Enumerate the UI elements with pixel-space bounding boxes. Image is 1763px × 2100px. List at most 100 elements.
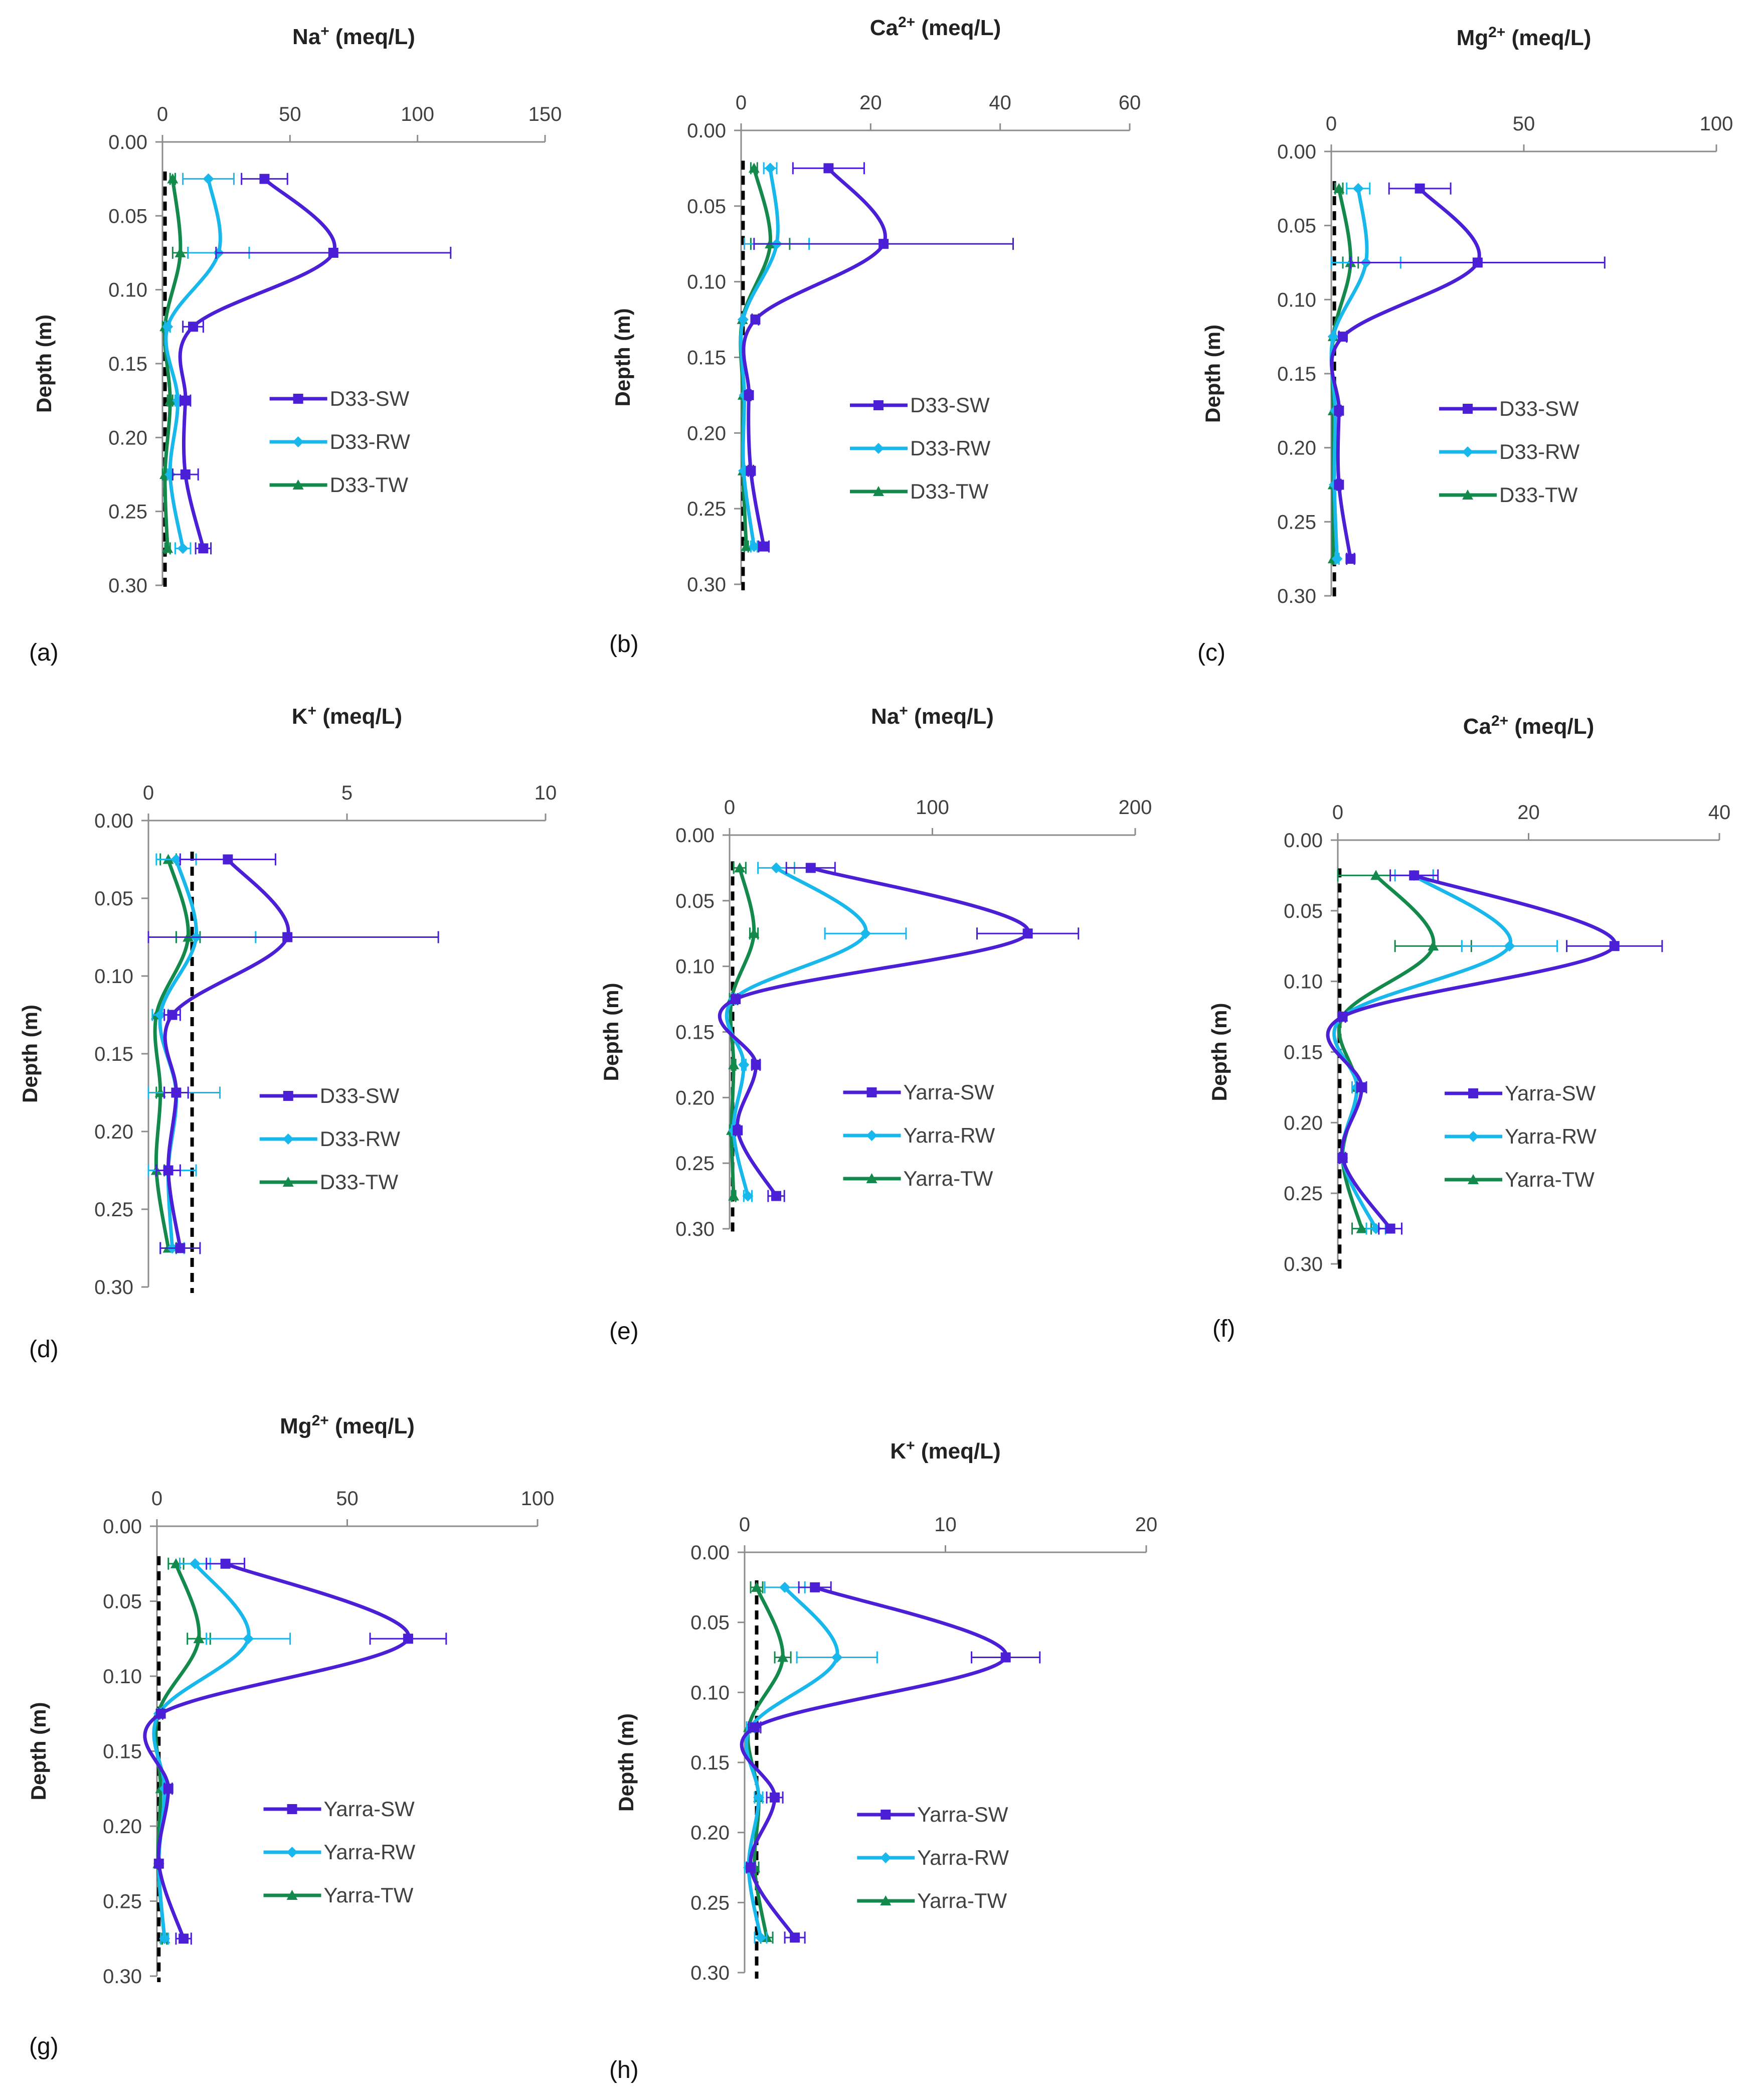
legend-marker: [1462, 490, 1474, 500]
data-point: [750, 1722, 760, 1733]
x-tick-label: 50: [336, 1488, 359, 1510]
series-D33-SW: [171, 173, 452, 555]
y-tick-label: 0.30: [690, 1962, 730, 1984]
y-tick-label: 0.10: [675, 956, 715, 978]
legend-item: D33-SW: [259, 1084, 400, 1107]
legend-label: Yarra-SW: [904, 1080, 995, 1104]
legend-item: D33-RW: [850, 436, 991, 460]
legend-item: D33-SW: [269, 387, 410, 410]
x-tick-label: 0: [143, 782, 154, 804]
data-point: [1356, 1082, 1367, 1092]
legend-label: D33-RW: [330, 430, 411, 453]
y-tick-label: 0.20: [1277, 437, 1316, 459]
data-point: [771, 1191, 782, 1201]
y-tick-label: 0.30: [687, 574, 726, 596]
data-point: [154, 1009, 166, 1021]
series-line: [153, 859, 190, 1249]
series-line: [725, 866, 868, 1197]
data-point: [259, 174, 270, 184]
x-tick-label: 0: [157, 103, 168, 125]
x-tick-label: 20: [1135, 1514, 1158, 1536]
chart-panel-e: Na+ (meq/L) 0 100 200 0.00 0.05 0.10 0.15 0.20 0.…: [599, 703, 1152, 1345]
x-tick-label: 40: [989, 92, 1011, 114]
y-tick-label: 0.25: [687, 498, 726, 520]
x-tick-label: 100: [916, 796, 949, 819]
y-tick-label: 0.05: [675, 890, 715, 912]
legend-marker: [873, 443, 884, 454]
data-point: [1338, 332, 1348, 342]
data-point: [167, 1010, 178, 1020]
y-axis-label: Depth (m): [599, 983, 623, 1081]
legend-item: Yarra-SW: [263, 1797, 415, 1821]
y-tick-label: 0.10: [690, 1682, 730, 1704]
y-tick-label: 0.25: [675, 1153, 715, 1175]
y-tick-label: 0.05: [94, 888, 133, 910]
series-line: [143, 1562, 411, 1940]
series-Yarra-SW: [143, 1557, 447, 1945]
data-point: [1345, 554, 1356, 564]
legend-label: D33-TW: [320, 1170, 399, 1194]
data-point: [162, 321, 173, 333]
y-axis-label: Depth (m): [18, 1005, 42, 1103]
data-point: [746, 1862, 756, 1873]
legend-label: Yarra-TW: [1505, 1168, 1595, 1191]
chart-panel-g: Mg2+ (meq/L) 0 50 100 0.00 0.05 0.10 0.15 0.20 0.…: [27, 1412, 554, 2060]
data-point: [162, 543, 173, 553]
legend-item: Yarra-TW: [1445, 1168, 1595, 1191]
data-point: [282, 932, 293, 942]
y-tick-label: 0.10: [94, 965, 133, 988]
chart-panel-f: Ca2+ (meq/L) 0 20 40 0.00 0.05 0.10 0.15 0.20 0.2…: [1207, 713, 1730, 1342]
data-point: [1415, 183, 1425, 194]
legend-label: D33-SW: [330, 387, 410, 410]
series-Yarra-RW: [152, 1557, 291, 1945]
y-tick-label: 0.25: [1277, 511, 1316, 533]
series-D33-RW: [1327, 182, 1401, 565]
data-point: [193, 1633, 205, 1644]
y-tick-label: 0.20: [103, 1816, 142, 1838]
data-point: [171, 1087, 182, 1098]
x-tick-label: 200: [1119, 796, 1152, 819]
data-point: [1356, 1223, 1367, 1233]
panel-label: (b): [609, 631, 639, 658]
y-tick-label: 0.05: [690, 1612, 730, 1634]
data-point: [1609, 941, 1620, 951]
x-tick-label: 100: [401, 103, 434, 125]
chart-panel-b: Ca2+ (meq/L) 0 20 40 60 0.00 0.05 0.10 0.15 0.20 0…: [609, 14, 1141, 658]
data-point: [1337, 1012, 1348, 1022]
data-point: [220, 1558, 231, 1569]
data-point: [1385, 1223, 1395, 1234]
legend-item: D33-TW: [259, 1170, 399, 1194]
y-tick-label: 0.30: [1277, 585, 1316, 607]
series-Yarra-RW: [743, 1581, 878, 1944]
data-point: [328, 248, 338, 258]
series-line: [739, 168, 780, 547]
data-point: [748, 928, 760, 938]
y-tick-label: 0.30: [1284, 1253, 1323, 1275]
y-tick-label: 0.15: [675, 1022, 715, 1044]
legend-marker: [873, 486, 884, 496]
y-tick-label: 0.15: [690, 1752, 730, 1774]
data-point: [163, 1165, 173, 1176]
data-point: [742, 1190, 754, 1202]
panel-label: (a): [29, 639, 59, 666]
data-point: [728, 1190, 740, 1201]
legend-marker: [880, 1895, 892, 1905]
data-point: [1370, 870, 1382, 880]
legend-item: D33-TW: [1439, 483, 1578, 507]
data-point: [163, 1784, 173, 1794]
data-point: [153, 1858, 164, 1869]
data-point: [779, 1581, 791, 1593]
data-point: [1334, 479, 1344, 490]
data-point: [734, 862, 746, 873]
legend-label: D33-SW: [1499, 397, 1579, 420]
legend-marker: [286, 1890, 298, 1900]
data-point: [180, 469, 191, 479]
y-tick-label: 0.00: [675, 825, 715, 847]
legend-marker: [880, 1852, 892, 1863]
y-axis-label: Depth (m): [1201, 325, 1224, 423]
y-tick-label: 0.20: [690, 1822, 730, 1844]
data-point: [1022, 928, 1033, 939]
series-Yarra-SW: [718, 862, 1080, 1202]
y-tick-label: 0.30: [103, 1966, 142, 1988]
legend-item: Yarra-TW: [857, 1889, 1007, 1912]
